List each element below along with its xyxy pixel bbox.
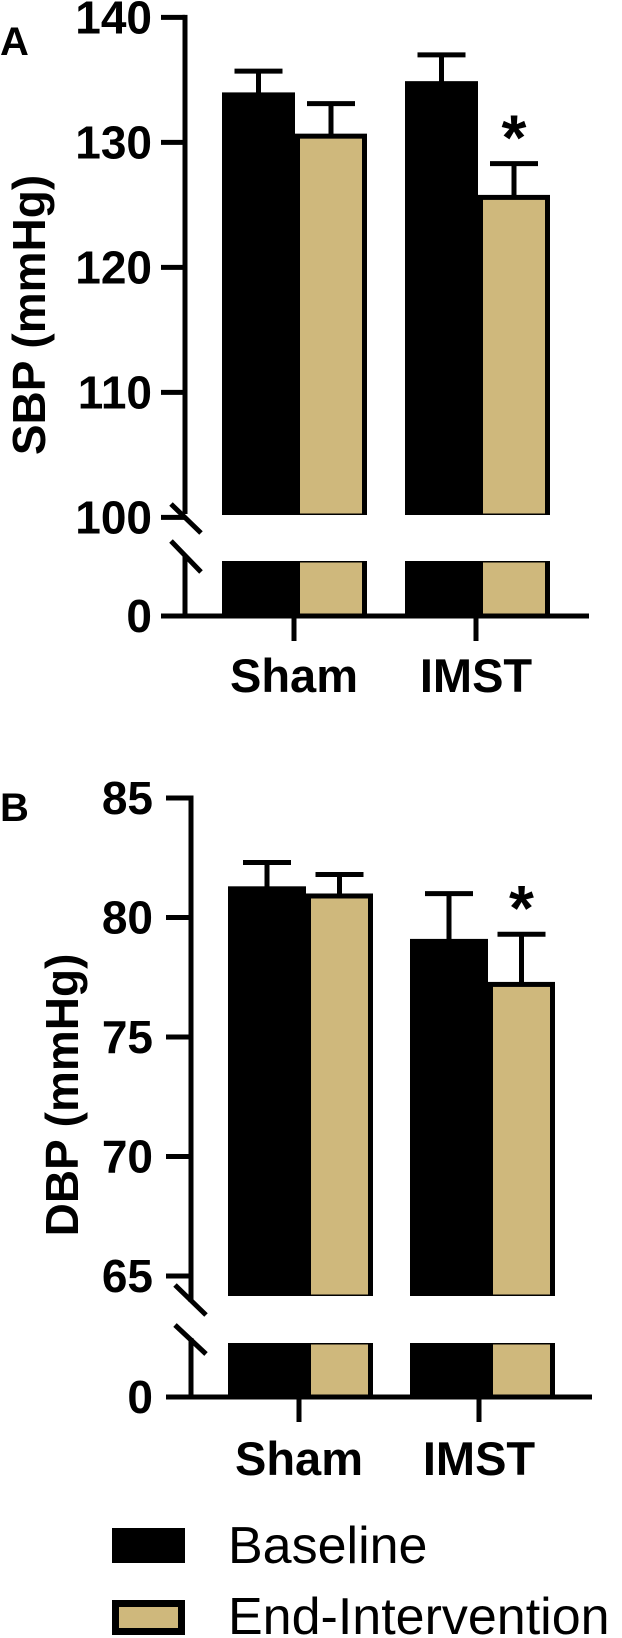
break-gap [221,515,296,519]
significance-marker: * [502,102,527,174]
y-tick-label: 70 [102,1131,153,1183]
bar-imst-end-intervention [488,981,555,1300]
significance-marker: * [509,872,534,944]
y-tick-label: 110 [78,366,152,418]
x-tick-label-imst: IMST [423,1432,536,1485]
axis-break-mark [173,1283,208,1317]
bar-imst-end-intervention-lower [478,557,550,619]
y-tick-label: 80 [102,892,153,944]
bar-sham-baseline-lower [228,1339,306,1400]
bar-imst-baseline-lower [405,557,478,619]
break-gap [227,1296,307,1300]
y-axis-label: DBP (mmHg) [36,954,88,1237]
break-gap [487,1296,556,1300]
legend-swatch-baseline [112,1528,185,1563]
bar-sham-baseline [228,886,306,1300]
bar-imst-end-intervention [478,194,550,519]
y-tick-label: 65 [102,1250,153,1302]
break-gap [409,1339,489,1343]
bar-imst-baseline [410,938,488,1300]
y-axis-label: SBP (mmHg) [3,175,55,455]
bar-sham-end-intervention [306,893,373,1300]
break-gap [409,1296,489,1300]
y-tick-label: 75 [102,1011,153,1063]
y-tick-label-zero: 0 [126,590,152,642]
panel-label: B [0,786,29,830]
break-gap [305,1296,374,1300]
break-gap [305,1339,374,1343]
bar-imst-end-intervention-lower [488,1339,555,1400]
break-gap [477,557,551,561]
break-gap [221,557,296,561]
bar-imst-baseline [405,81,478,519]
legend-label-baseline: Baseline [228,1517,427,1575]
break-gap [294,515,368,519]
x-tick-label-sham: Sham [230,649,358,702]
break-gap [404,557,479,561]
bar-sham-end-intervention-lower [306,1339,373,1400]
panel-label: A [0,20,29,64]
y-tick-label-zero: 0 [127,1371,153,1423]
y-tick-label: 130 [75,116,152,168]
axis-break-mark [169,502,203,535]
y-tick-label: 140 [75,0,152,43]
x-tick-label-sham: Sham [235,1432,363,1485]
bar-sham-baseline-lower [222,557,295,619]
break-gap [294,557,368,561]
y-tick-label: 120 [75,241,152,293]
x-tick-label-imst: IMST [420,649,533,702]
panel-a: A SBP (mmHg) 140 130 120 110 100 0 Sham * IMST [0,0,589,702]
legend-label-end-intervention: End-Intervention [228,1588,610,1638]
bar-sham-baseline [222,92,295,519]
bar-imst-baseline-lower [410,1339,488,1400]
panel-b: B DBP (mmHg) 85 80 75 70 65 0 Sham * IMST [0,772,592,1485]
axis-break-mark [169,539,203,574]
y-tick-label: 85 [102,772,153,824]
break-gap [404,515,479,519]
legend-swatch-end-intervention [112,1600,185,1635]
break-gap [227,1339,307,1343]
break-gap [477,515,551,519]
bar-sham-end-intervention [295,133,367,519]
y-tick-label: 100 [75,491,152,543]
bar-sham-end-intervention-lower [295,557,367,619]
break-gap [487,1339,556,1343]
axis-break-mark [173,1323,208,1356]
legend: Baseline End-Intervention [112,1517,610,1638]
